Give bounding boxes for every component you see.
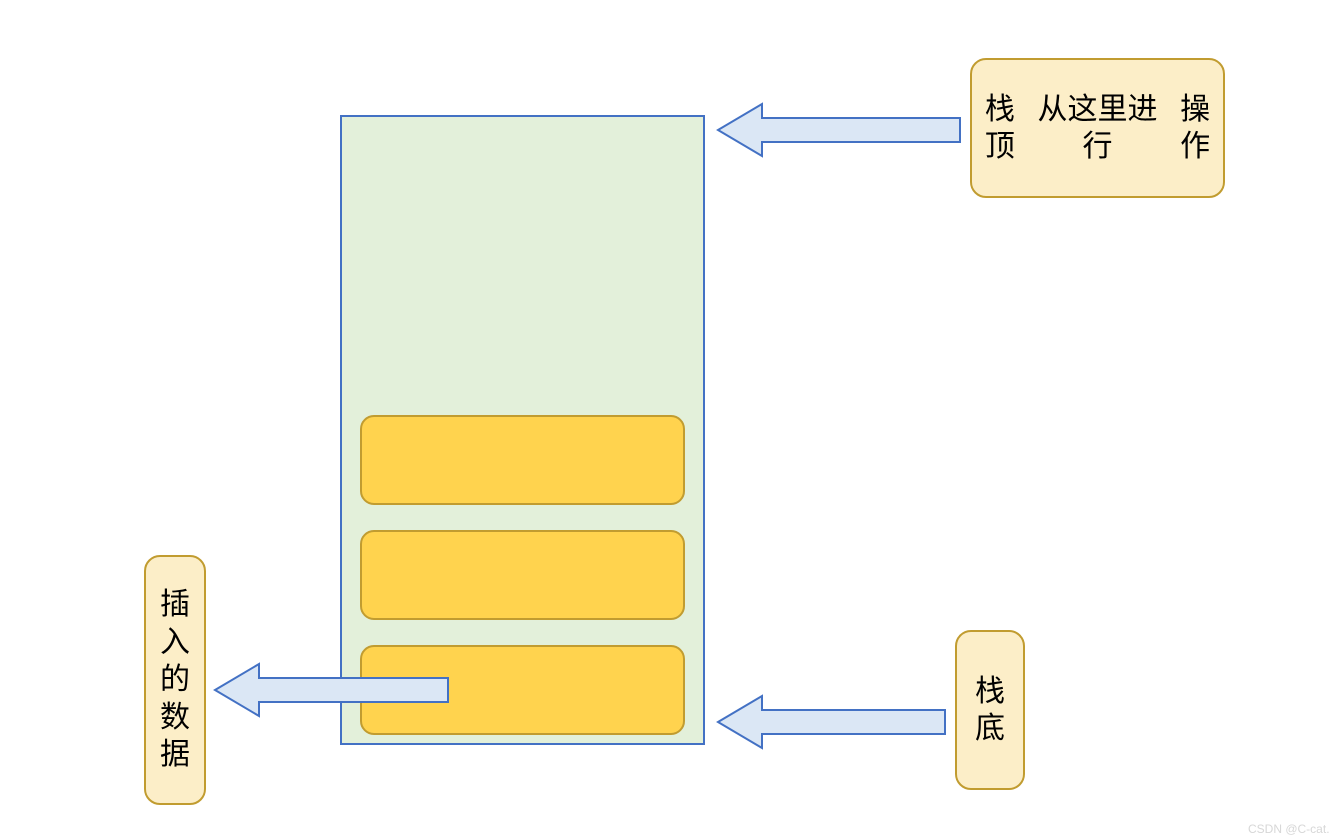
label-line: 底 [975,710,1005,748]
label-stack-bottom: 栈底 [955,630,1025,790]
label-stack-top: 栈顶从这里进行操作 [970,58,1225,198]
stack-item-1 [360,530,685,620]
stack-item-0 [360,415,685,505]
arrow-top-icon [715,101,963,159]
label-line: 操作 [1167,91,1223,166]
label-line: 从这里进行 [1028,91,1167,166]
label-line: 插 [160,586,190,624]
label-line: 据 [160,736,190,774]
arrow-data-icon [212,661,451,719]
label-line: 的 [160,661,190,699]
label-inserted-data: 插入的数据 [144,555,206,805]
label-line: 栈顶 [972,91,1028,166]
label-line: 入 [160,624,190,662]
arrow-bottom-icon [715,693,948,751]
label-line: 栈 [975,673,1005,711]
watermark-text: CSDN @C-cat. [1248,822,1330,836]
label-line: 数 [160,699,190,737]
